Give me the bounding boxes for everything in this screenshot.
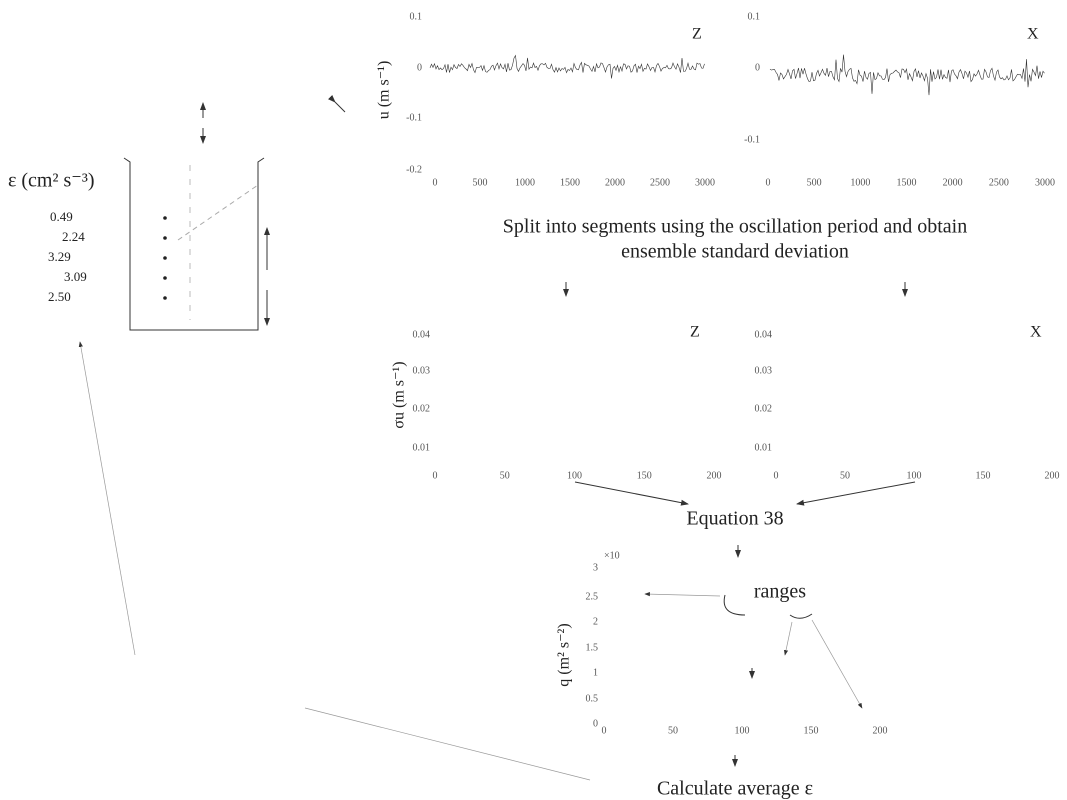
- x-tick-label: 0: [602, 725, 607, 736]
- x-tick-label: 200: [707, 470, 722, 481]
- y-tick-label: 3: [593, 562, 598, 573]
- step-text: Calculate average ε: [657, 778, 813, 800]
- epsilon-value: 3.29: [48, 249, 71, 264]
- x-tick-label: 100: [907, 470, 922, 481]
- signal-trace: [429, 54, 705, 79]
- sample-dot: [163, 256, 167, 260]
- return-line: [304, 707, 591, 781]
- annotation: ranges: [754, 581, 806, 603]
- x-tick-label: 200: [1045, 470, 1060, 481]
- signal-trace: [769, 54, 1045, 96]
- x-tick-label: 3000: [695, 177, 715, 188]
- x-tick-label: 0: [766, 177, 771, 188]
- arrow: [644, 592, 721, 597]
- y-tick-label: 0.1: [748, 11, 761, 22]
- y-tick-label: -0.2: [406, 164, 422, 175]
- arrow: [811, 619, 863, 709]
- sample-dot: [163, 236, 167, 240]
- x-tick-label: 150: [637, 470, 652, 481]
- y-tick-label: 0.5: [586, 693, 599, 704]
- y-tick-label: 0.03: [755, 365, 773, 376]
- y-tick-label: 0.02: [755, 403, 773, 414]
- panel-label: X: [1030, 324, 1042, 341]
- arrow: [796, 481, 916, 506]
- y-tick-label: 0: [593, 718, 598, 729]
- x-tick-label: 2000: [943, 177, 963, 188]
- y-tick-label: 0: [417, 62, 422, 73]
- step-text: ensemble standard deviation: [621, 241, 849, 263]
- y-tick-label: 0.03: [413, 365, 431, 376]
- step-text: Equation 38: [686, 508, 783, 530]
- x-tick-label: 50: [668, 725, 678, 736]
- x-tick-label: 50: [500, 470, 510, 481]
- x-tick-label: 2500: [650, 177, 670, 188]
- y-axis-label: σu (m s⁻¹): [391, 361, 408, 428]
- y-tick-label: 0.04: [755, 329, 773, 340]
- epsilon-value: 2.50: [48, 289, 71, 304]
- sample-dot: [163, 276, 167, 280]
- x-tick-label: 500: [807, 177, 822, 188]
- x-tick-label: 1000: [515, 177, 535, 188]
- sample-dot: [163, 296, 167, 300]
- epsilon-value: 0.49: [50, 209, 73, 224]
- y-tick-label: 1.5: [586, 642, 599, 653]
- step-text: Split into segments using the oscillatio…: [503, 216, 967, 238]
- x-tick-label: 0: [433, 177, 438, 188]
- x-tick-label: 200: [873, 725, 888, 736]
- x-tick-label: 150: [976, 470, 991, 481]
- x-tick-label: 1500: [560, 177, 580, 188]
- arrow: [574, 481, 689, 506]
- x-tick-label: 100: [735, 725, 750, 736]
- y-tick-label: 1: [593, 667, 598, 678]
- y-tick-label: 2.5: [586, 591, 599, 602]
- y-tick-label: 0.02: [413, 403, 431, 414]
- beaker: [123, 94, 346, 331]
- x-tick-label: 2000: [605, 177, 625, 188]
- y-tick-label: 2: [593, 616, 598, 627]
- y-tick-label: 0.01: [413, 442, 431, 453]
- y-tick-label: -0.1: [744, 134, 760, 145]
- panel-label: X: [1027, 26, 1039, 43]
- x-tick-label: 100: [567, 470, 582, 481]
- sample-dot: [163, 216, 167, 220]
- panel-label: Z: [692, 26, 702, 43]
- y-axis-label: u (m s⁻¹): [376, 61, 393, 120]
- bracket: [789, 613, 813, 619]
- y-tick-label: 0: [755, 62, 760, 73]
- x-tick-label: 1000: [850, 177, 870, 188]
- y-tick-label: 0.1: [410, 11, 423, 22]
- y-tick-label: 0.01: [755, 442, 773, 453]
- x-tick-label: 1500: [897, 177, 917, 188]
- y-tick-label: 0.04: [413, 329, 431, 340]
- y-tick-label: -0.1: [406, 112, 422, 123]
- epsilon-value: 2.24: [62, 229, 85, 244]
- arrow: [783, 621, 793, 656]
- panel-label: Z: [690, 324, 700, 341]
- x-tick-label: 0: [774, 470, 779, 481]
- epsilon-value: 3.09: [64, 269, 87, 284]
- x-tick-label: 3000: [1035, 177, 1055, 188]
- x-tick-label: 0: [433, 470, 438, 481]
- epsilon-label: ε (cm² s⁻³): [8, 170, 94, 192]
- x-tick-label: 2500: [989, 177, 1009, 188]
- x-tick-label: 50: [840, 470, 850, 481]
- return-arrow: [78, 341, 136, 656]
- axis-exponent: ×10: [604, 550, 620, 561]
- x-tick-label: 150: [804, 725, 819, 736]
- x-tick-label: 500: [473, 177, 488, 188]
- bracket: [723, 594, 746, 616]
- y-axis-label: q (m² s⁻²): [556, 623, 573, 686]
